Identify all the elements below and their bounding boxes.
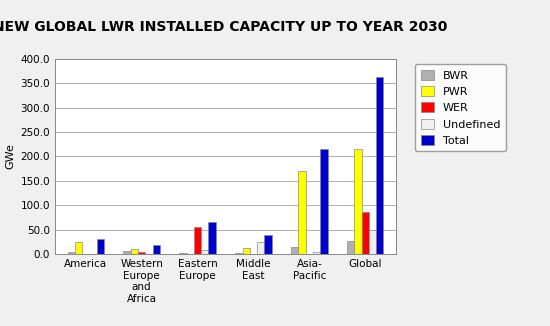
Bar [208,222,216,254]
Bar [265,235,272,254]
Bar [320,149,327,254]
Bar [313,252,320,254]
Bar [291,247,299,254]
Bar [299,171,306,254]
Bar [257,242,265,254]
Bar [138,252,145,254]
Bar [97,239,104,254]
Bar [201,250,208,254]
Bar [235,253,243,254]
Bar [179,253,186,254]
Text: NEW GLOBAL LWR INSTALLED CAPACITY UP TO YEAR 2030: NEW GLOBAL LWR INSTALLED CAPACITY UP TO … [0,20,447,34]
Bar [243,248,250,254]
Bar [376,77,383,254]
Bar [361,212,369,254]
Bar [194,228,201,254]
Bar [347,241,354,254]
Bar [152,244,160,254]
Y-axis label: GWe: GWe [5,143,15,170]
Bar [369,230,376,254]
Bar [75,242,82,254]
Bar [124,251,131,254]
Legend: BWR, PWR, WER, Undefined, Total: BWR, PWR, WER, Undefined, Total [415,64,506,152]
Bar [131,249,138,254]
Bar [68,252,75,254]
Bar [354,149,361,254]
